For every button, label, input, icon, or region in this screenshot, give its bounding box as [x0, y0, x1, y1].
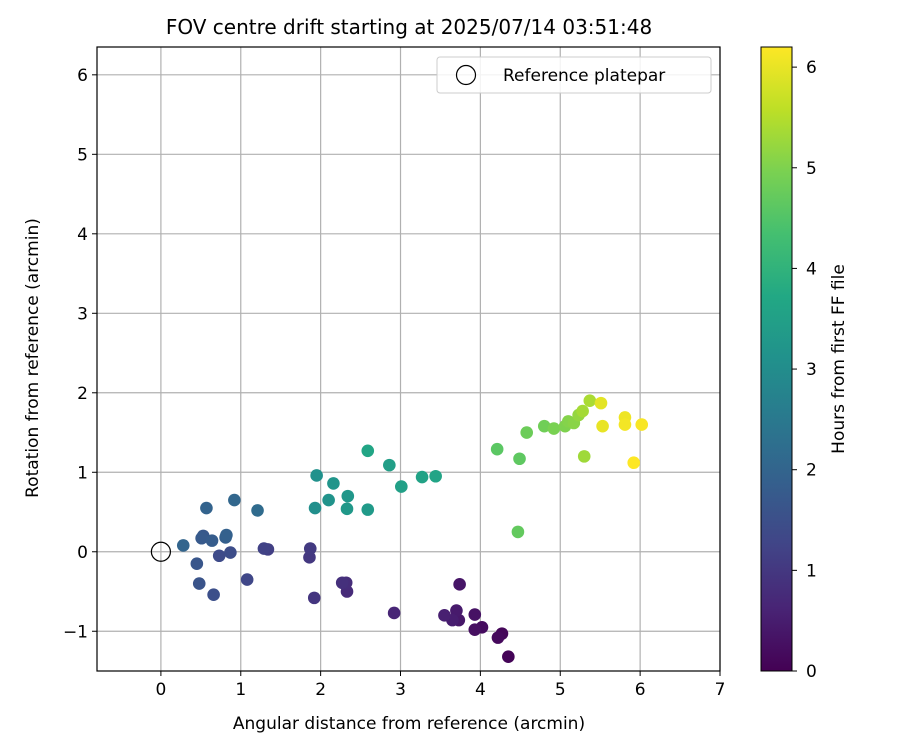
scatter-point — [240, 573, 254, 586]
y-axis-label: Rotation from reference (arcmin) — [23, 218, 43, 498]
scatter-point — [257, 542, 271, 555]
y-tick-label: 5 — [77, 145, 88, 165]
scatter-point — [490, 442, 504, 456]
scatter-point — [453, 578, 466, 591]
scatter-point — [195, 531, 208, 545]
plot-frame — [96, 46, 721, 672]
scatter-point — [491, 631, 505, 644]
scatter-point — [415, 470, 429, 484]
x-tick-label: 6 — [635, 680, 646, 700]
y-tick-label: 6 — [77, 66, 88, 86]
x-tick-label: 4 — [475, 680, 486, 700]
chart-title: FOV centre drift starting at 2025/07/14 … — [166, 15, 652, 39]
y-tick-label: 1 — [77, 463, 88, 483]
colorbar-tick-label: 0 — [806, 662, 817, 682]
y-tick-label: 4 — [77, 225, 88, 245]
x-tick-label: 1 — [235, 680, 246, 700]
scatter-point — [176, 539, 190, 552]
colorbar-gradient — [760, 46, 793, 672]
scatter-point — [308, 501, 322, 515]
scatter-point — [583, 394, 597, 408]
scatter-point — [450, 604, 463, 617]
legend-box — [436, 56, 712, 94]
x-tick-label: 7 — [715, 680, 726, 700]
scatter-point — [520, 426, 534, 439]
scatter-point — [361, 444, 375, 458]
scatter-point — [200, 501, 213, 515]
scatter-point — [468, 623, 482, 636]
y-tick-label: 2 — [77, 384, 88, 404]
scatter-series — [150, 394, 649, 663]
scatter-point — [537, 419, 551, 433]
scatter-point — [429, 469, 442, 483]
y-tick-label: −1 — [63, 622, 88, 642]
scatter-point — [190, 557, 204, 570]
scatter-point — [322, 493, 335, 507]
reference-platepar-marker — [150, 541, 171, 562]
colorbar-tick-label: 6 — [806, 58, 817, 78]
scatter-point — [310, 469, 323, 482]
x-tick-label: 0 — [155, 680, 166, 700]
scatter-point — [576, 404, 589, 418]
legend-label: Reference platepar — [503, 66, 665, 86]
scatter-point — [468, 608, 482, 621]
scatter-point — [212, 549, 226, 563]
scatter-point — [327, 477, 340, 490]
colorbar-tick-label: 2 — [806, 461, 817, 481]
legend-marker-open-circle — [455, 64, 477, 86]
scatter-point — [192, 577, 206, 590]
scatter-point — [502, 650, 515, 663]
y-tick-label: 0 — [77, 543, 88, 563]
scatter-point — [341, 489, 355, 503]
scatter-point — [207, 588, 220, 601]
scatter-point — [361, 503, 375, 516]
scatter-point — [303, 542, 317, 555]
scatter-point — [251, 504, 264, 517]
scatter-point — [547, 422, 561, 435]
scatter-point — [228, 493, 241, 507]
scatter-point — [205, 534, 219, 547]
scatter-point — [307, 591, 321, 605]
scatter-point — [395, 480, 408, 493]
x-axis-label: Angular distance from reference (arcmin) — [233, 714, 585, 734]
scatter-point — [387, 606, 401, 620]
colorbar-ticks: 0 1 2 3 4 5 6 — [792, 58, 817, 682]
colorbar-tick-label: 4 — [806, 259, 817, 279]
colorbar-label: Hours from first FF file — [829, 264, 849, 454]
scatter-point — [596, 419, 609, 433]
colorbar-tick-label: 3 — [806, 360, 817, 380]
scatter-point — [383, 458, 396, 472]
colorbar: 0 1 2 3 4 5 6 Hours from first FF file — [760, 46, 849, 682]
colorbar-tick-label: 5 — [806, 159, 817, 179]
scatter-point — [513, 452, 526, 466]
plot-axes: 0 1 2 3 4 5 6 7 −1 0 1 2 3 4 5 6 — [63, 46, 726, 700]
scatter-point — [511, 525, 525, 539]
scatter-point — [618, 418, 632, 431]
scatter-point — [224, 546, 237, 559]
scatter-point — [577, 450, 591, 463]
scatter-point — [335, 576, 349, 590]
x-tick-label: 5 — [555, 680, 566, 700]
scatter-point — [340, 502, 354, 516]
scatter-point — [220, 528, 233, 542]
x-tick-label: 3 — [395, 680, 406, 700]
scatter-point — [594, 396, 608, 410]
scatter-point — [438, 609, 451, 622]
y-tick-label: 3 — [77, 304, 88, 324]
x-tick-label: 2 — [315, 680, 326, 700]
scatter-point — [635, 418, 649, 431]
colorbar-tick-label: 1 — [806, 561, 817, 581]
scatter-point — [627, 456, 641, 470]
legend: Reference platepar — [436, 56, 712, 94]
